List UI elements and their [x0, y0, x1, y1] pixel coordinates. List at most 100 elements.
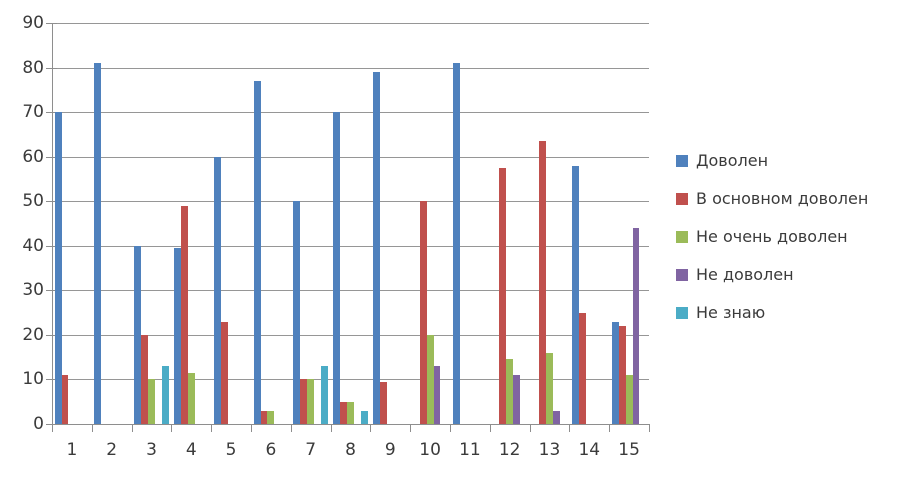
x-axis-tick: [489, 424, 491, 432]
bar-series2-cat9: [379, 381, 387, 424]
y-axis-tick: [46, 379, 57, 381]
gridline: [52, 112, 649, 114]
bar-series1-cat14: [572, 165, 579, 424]
x-axis-label: 12: [498, 440, 521, 460]
legend-swatch-icon: [676, 307, 688, 319]
x-axis-tick: [52, 424, 53, 432]
x-axis-label: 1: [66, 440, 78, 460]
bar-series1-cat11: [452, 63, 460, 424]
x-axis-tick: [211, 424, 213, 432]
y-axis-tick: [46, 290, 57, 292]
y-axis-tick: [46, 112, 57, 114]
y-axis-tick: [46, 156, 57, 158]
gridline: [52, 201, 649, 203]
y-axis-tick: [46, 334, 57, 336]
x-axis-label: 10: [419, 440, 441, 460]
bar-series3-cat7: [307, 379, 315, 424]
bar-series2-cat3: [141, 334, 149, 424]
x-axis-tick: [370, 424, 372, 432]
bar-series2-cat13: [539, 141, 547, 424]
y-axis-tick: [46, 245, 57, 247]
y-axis-tick: [46, 201, 57, 203]
y-axis-label: 0: [33, 414, 44, 434]
legend-swatch-icon: [676, 155, 688, 167]
legend-label: Не очень доволен: [696, 227, 848, 246]
x-axis-tick: [450, 424, 451, 432]
legend-swatch-icon: [676, 193, 688, 205]
bar-series1-cat6: [253, 80, 261, 424]
legend-swatch-icon: [676, 269, 688, 281]
bar-series2-cat10: [419, 201, 427, 424]
y-axis-tick: [46, 23, 57, 24]
bar-series1-cat3: [134, 245, 142, 424]
bar-series4-cat13: [552, 410, 560, 424]
y-axis: [52, 23, 53, 424]
y-axis-label: 90: [22, 13, 44, 33]
bar-series2-cat6: [260, 410, 268, 424]
x-axis-label: 2: [106, 440, 118, 460]
legend-label: Доволен: [696, 151, 769, 170]
x-axis-label: 7: [305, 440, 317, 460]
bar-series4-cat15: [632, 227, 640, 424]
x-axis-tick: [410, 424, 412, 432]
x-axis-label: 11: [459, 440, 481, 460]
bar-series3-cat4: [187, 372, 195, 424]
x-axis-label: 15: [618, 440, 640, 460]
gridline: [52, 156, 649, 158]
bar-series1-cat4: [174, 248, 181, 424]
x-axis-label: 3: [146, 440, 157, 460]
bar-series5-cat3: [161, 366, 169, 424]
gridline: [52, 245, 649, 247]
bar-series3-cat6: [267, 410, 275, 424]
x-axis-label: 14: [578, 440, 601, 460]
bar-series2-cat14: [578, 312, 586, 424]
x-axis-tick: [171, 424, 173, 432]
bar-series3-cat15: [625, 374, 633, 424]
legend-item-4: Не доволен: [676, 267, 868, 283]
bar-series1-cat7: [293, 201, 301, 424]
legend-label: В основном доволен: [696, 189, 869, 208]
y-axis-tick: [46, 67, 57, 69]
bar-series2-cat8: [340, 401, 348, 424]
bar-series5-cat8: [360, 410, 368, 424]
x-axis-label: 13: [538, 440, 561, 460]
bar-series1-cat9: [373, 72, 380, 424]
x-axis-tick: [529, 424, 531, 432]
bar-series2-cat1: [61, 374, 69, 424]
y-axis-tick: [46, 424, 57, 425]
legend-swatch-icon: [676, 231, 688, 243]
y-axis-label: 50: [22, 191, 44, 212]
x-axis-tick: [131, 424, 133, 432]
gridline: [52, 334, 649, 336]
legend-label: Не доволен: [696, 265, 794, 284]
bar-series2-cat12: [499, 167, 507, 424]
y-axis-label: 20: [22, 324, 44, 345]
x-axis-label: 5: [225, 440, 237, 460]
legend-item-5: Не знаю: [676, 305, 868, 321]
gridline: [52, 67, 649, 69]
x-axis-tick: [290, 424, 292, 432]
bar-series3-cat3: [148, 379, 155, 424]
gridline: [52, 23, 649, 24]
bar-series1-cat1: [54, 112, 62, 424]
x-axis-label: 6: [265, 440, 277, 460]
x-axis-tick: [91, 424, 93, 432]
x-axis-label: 9: [384, 440, 396, 460]
legend: Доволен В основном доволен Не очень доволе…: [676, 153, 868, 343]
x-axis-tick: [569, 424, 571, 432]
y-axis-label: 30: [22, 280, 44, 301]
bar-series3-cat13: [546, 352, 553, 424]
legend-item-3: Не очень доволен: [676, 229, 868, 245]
bar-series1-cat8: [333, 112, 341, 424]
x-axis-tick: [649, 424, 650, 432]
x-axis-label: 8: [345, 440, 356, 460]
legend-item-1: Доволен: [676, 153, 868, 169]
bar-series5-cat7: [321, 366, 328, 424]
bar-series4-cat12: [513, 374, 521, 424]
legend-label: Не знаю: [696, 303, 766, 322]
bar-series1-cat5: [213, 156, 221, 424]
x-axis-tick: [330, 424, 332, 432]
bar-series3-cat10: [426, 334, 434, 424]
